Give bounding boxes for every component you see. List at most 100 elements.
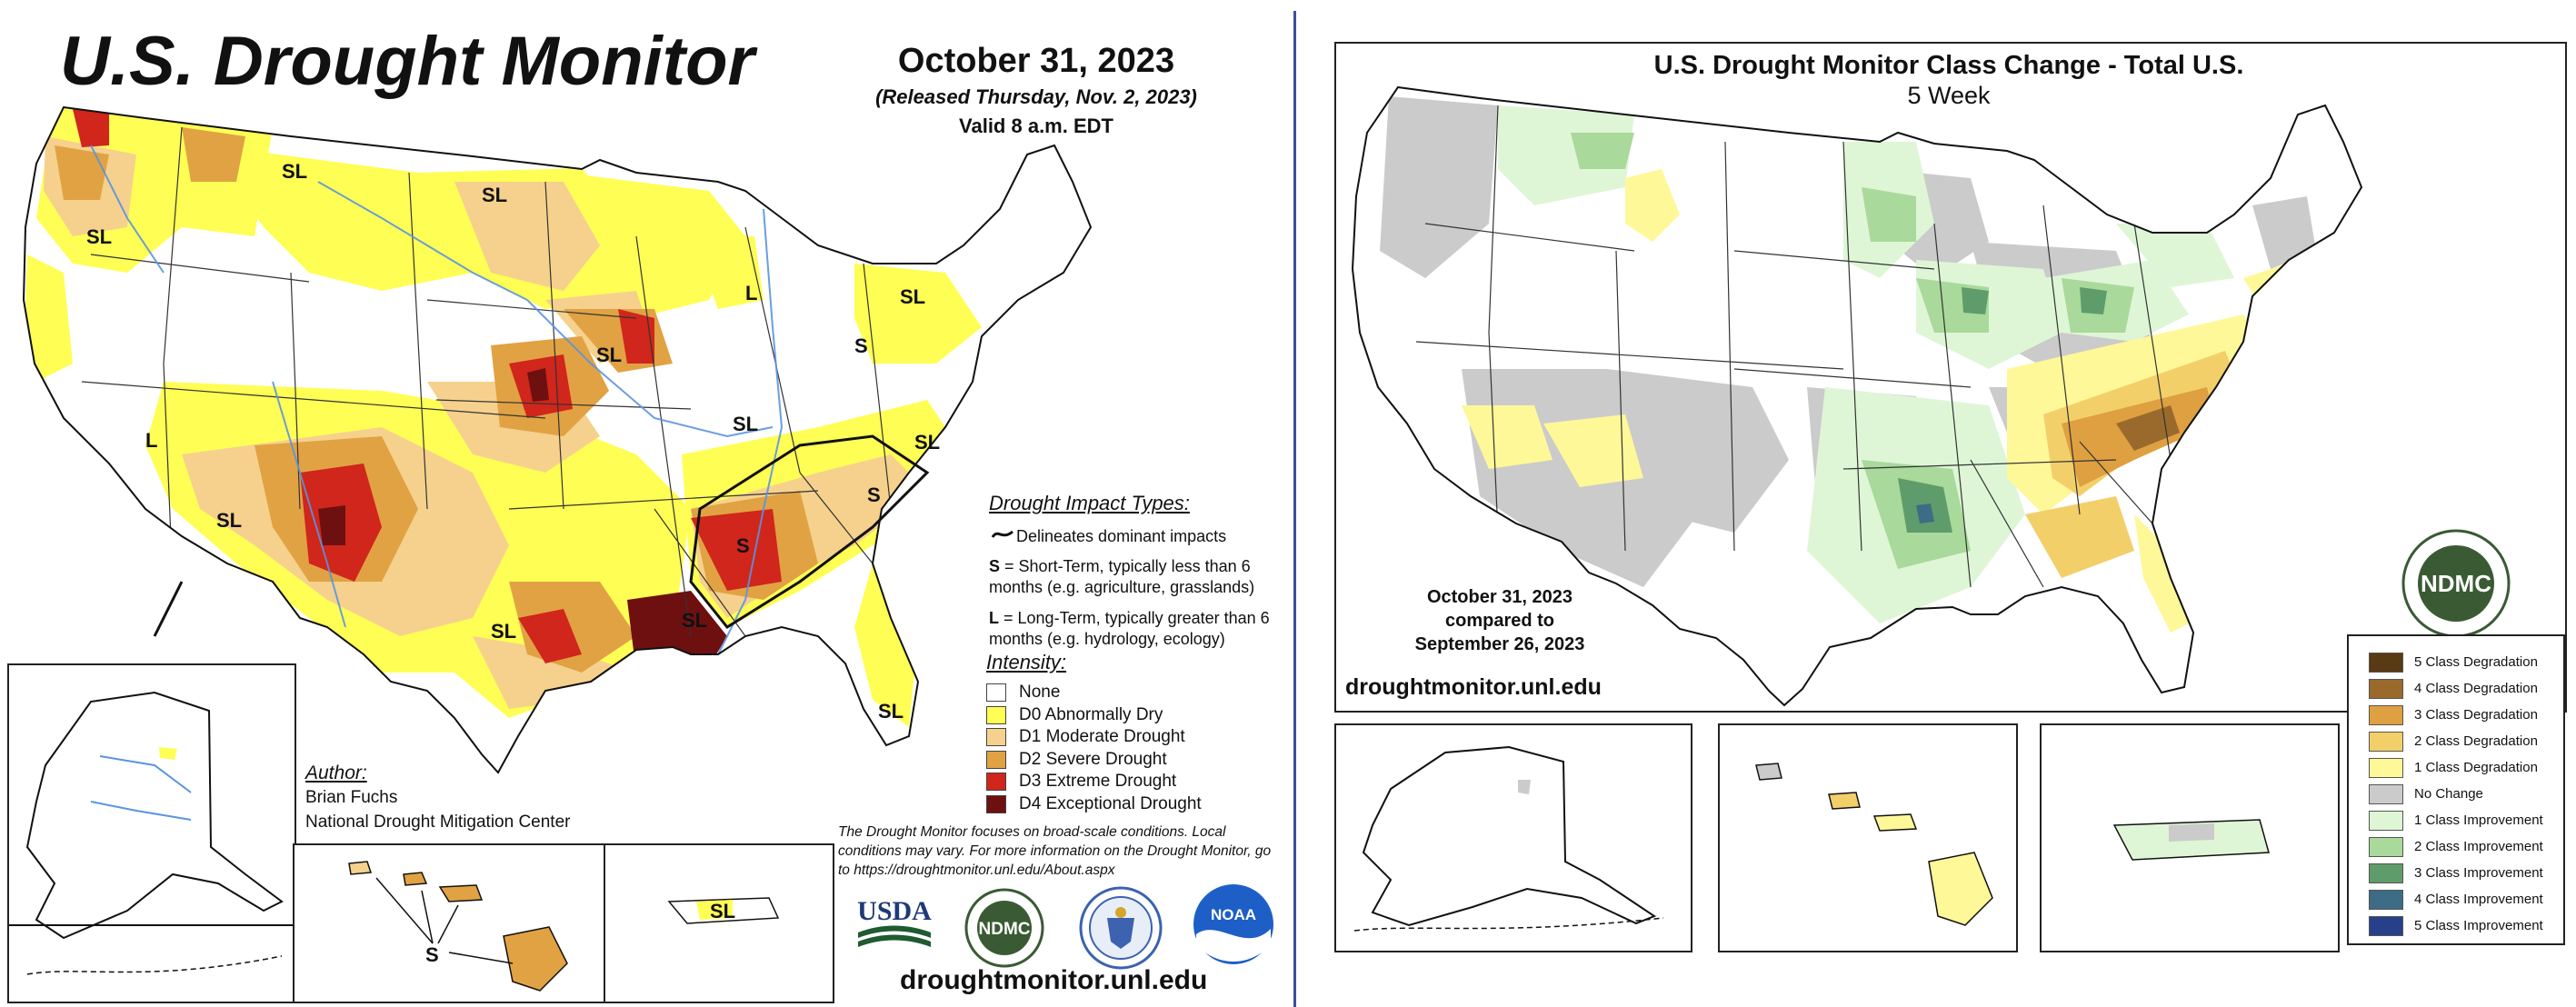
class-change-map-conus (1351, 85, 2363, 707)
legend-swatch (2369, 652, 2403, 673)
site-url-right[interactable]: droughtmonitor.unl.edu (1345, 674, 1602, 700)
impact-long-text: = Long-Term, typically greater than 6 mo… (989, 608, 1270, 649)
legend-item: 5 Class Improvement (2369, 912, 2563, 939)
legend-swatch (2369, 731, 2403, 752)
puerto-rico-inset: SL (604, 843, 834, 1003)
impact-long-key: L (989, 608, 999, 627)
legend-swatch (986, 728, 1006, 747)
site-url-left[interactable]: droughtmonitor.unl.edu (900, 965, 1208, 995)
impact-line-icon (991, 530, 1013, 538)
legend-label: D4 Exceptional Drought (1019, 793, 1202, 813)
impact-long-term-row: L = Long-Term, typically greater than 6 … (989, 608, 1289, 651)
author-org: National Drought Mitigation Center (305, 812, 571, 832)
legend-item: 4 Class Degradation (2369, 675, 2563, 702)
impact-short-key: S (989, 556, 1001, 575)
map-label: SL (900, 285, 925, 308)
class-change-legend: 5 Class Degradation 4 Class Degradation … (2347, 634, 2565, 945)
legend-item: 1 Class Improvement (2369, 807, 2563, 833)
class-change-frame (1334, 42, 2567, 713)
legend-item: D4 Exceptional Drought (986, 793, 1286, 816)
puerto-rico-inset-change (2040, 723, 2340, 952)
intensity-title: Intensity: (986, 651, 1067, 673)
svg-text:NDMC: NDMC (979, 920, 1031, 939)
drought-map-conus: SL SL SL SL L SL S SL SL L SL S S SL SL … (22, 105, 1093, 774)
legend-item: 1 Class Degradation (2369, 754, 2563, 781)
usda-logo: USDA (857, 896, 932, 947)
legend-item: No Change (2369, 781, 2563, 807)
svg-text:NDMC: NDMC (2421, 570, 2491, 597)
legend-swatch (986, 773, 1006, 792)
legend-label: None (1019, 683, 1061, 703)
map-label: SL (596, 344, 622, 366)
svg-text:USDA: USDA (857, 896, 932, 926)
legend-swatch (2369, 810, 2403, 831)
legend-item: 2 Class Degradation (2369, 728, 2563, 754)
author-name: Brian Fuchs (305, 788, 398, 808)
map-label: L (145, 429, 157, 452)
legend-item: D0 Abnormally Dry (986, 704, 1286, 727)
map-label: SL (491, 620, 516, 643)
class-change-subtitle: 5 Week (1907, 82, 1991, 109)
author-block: Author: Brian Fuchs National Drought Mit… (305, 760, 571, 835)
legend-label: No Change (2414, 786, 2483, 802)
impact-short-text: = Short-Term, typically less than 6 mont… (989, 556, 1255, 597)
map-label: S (854, 334, 868, 357)
map-label: SL (710, 900, 735, 922)
legend-label: 1 Class Improvement (2414, 813, 2543, 828)
legend-label: 3 Class Degradation (2414, 707, 2538, 723)
compare-mid-text: compared to (1444, 611, 1555, 631)
compare-base-date: September 26, 2023 (1414, 634, 1585, 654)
legend-swatch (2369, 783, 2403, 804)
legend-item: 2 Class Improvement (2369, 833, 2563, 860)
legend-label: 3 Class Improvement (2414, 865, 2543, 881)
map-label: SL (914, 431, 940, 454)
legend-label: D2 Severe Drought (1019, 749, 1167, 769)
compare-dates: October 31, 2023 compared to September 2… (1363, 585, 1636, 656)
legend-label: 4 Class Degradation (2414, 681, 2538, 696)
impact-delineates-row: Delineates dominant impacts (989, 526, 1289, 547)
ndmc-logo-right: NDMC (2401, 529, 2511, 638)
map-date: October 31, 2023 (897, 42, 1175, 80)
legend-label: 5 Class Degradation (2414, 654, 2538, 670)
author-title: Author: (305, 763, 367, 783)
legend-swatch (2369, 678, 2403, 699)
legend-item: 3 Class Degradation (2369, 702, 2563, 728)
ndmc-logo: NDMC (964, 888, 1044, 968)
map-label: S (425, 943, 439, 966)
legend-swatch (2369, 704, 2403, 725)
legend-item: 4 Class Improvement (2369, 886, 2563, 912)
legend-swatch (986, 794, 1006, 813)
map-label: S (867, 484, 881, 506)
legend-label: D0 Abnormally Dry (1019, 704, 1163, 724)
nidis-seal-logo (1079, 886, 1163, 970)
svg-text:NOAA: NOAA (1211, 906, 1256, 923)
map-label: SL (216, 509, 242, 532)
legend-label: 4 Class Improvement (2414, 892, 2543, 907)
legend-swatch (986, 683, 1006, 703)
impact-short-term-row: S = Short-Term, typically less than 6 mo… (989, 556, 1289, 599)
map-label: SL (482, 184, 507, 206)
page-title: U.S. Drought Monitor (60, 23, 755, 100)
map-label: S (736, 534, 750, 557)
map-label: L (745, 282, 757, 304)
legend-label: 2 Class Degradation (2414, 733, 2538, 749)
map-label: SL (682, 609, 707, 632)
valid-time: Valid 8 a.m. EDT (959, 114, 1113, 137)
hawaii-inset-change (1718, 723, 2018, 952)
legend-item: None (986, 682, 1286, 704)
legend-swatch (2369, 862, 2403, 883)
legend-label: 1 Class Degradation (2414, 760, 2538, 775)
legend-swatch (986, 750, 1006, 769)
map-label: SL (86, 225, 112, 248)
legend-item: D3 Extreme Drought (986, 771, 1286, 793)
legend-swatch (2369, 889, 2403, 910)
class-change-title: U.S. Drought Monitor Class Change - Tota… (1653, 51, 2244, 80)
legend-item: 5 Class Degradation (2369, 649, 2563, 675)
legend-swatch (2369, 836, 2403, 857)
legend-swatch (2369, 915, 2403, 936)
map-label: SL (733, 413, 758, 435)
compare-current-date: October 31, 2023 (1426, 587, 1573, 607)
impact-types-title: Drought Impact Types: (989, 492, 1190, 514)
hawaii-inset: S (293, 843, 607, 1003)
map-label: SL (282, 160, 307, 183)
